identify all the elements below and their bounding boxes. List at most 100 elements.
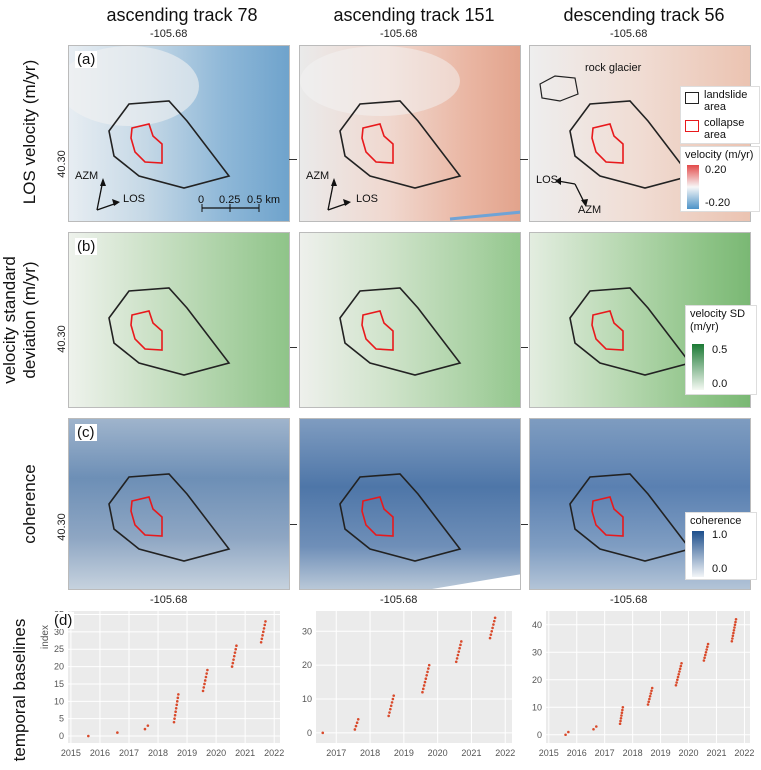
- y-tick-label: 20: [54, 662, 64, 672]
- scalebar-label-05: 0.5 km: [247, 194, 281, 206]
- acquisition-point: [731, 634, 735, 638]
- acquisition-point: [619, 719, 622, 723]
- acquisition-point: [424, 677, 428, 680]
- x-tick-label: 2015: [61, 748, 81, 758]
- acquisition-point: [595, 725, 598, 728]
- acquisition-point: [387, 714, 390, 718]
- landslide-outline: [569, 473, 692, 562]
- acquisition-point: [703, 653, 707, 657]
- coherence-legend-max: 1.0: [712, 529, 728, 541]
- acquisition-point: [488, 636, 492, 640]
- acquisition-point: [176, 696, 180, 700]
- lon-tick-bottom-2: -105.68: [380, 594, 418, 606]
- acquisition-point: [619, 716, 623, 720]
- landslide-legend-label: landslide area: [704, 89, 748, 113]
- acquisition-point: [456, 653, 460, 657]
- tick-mark: [520, 524, 528, 525]
- acquisition-point: [234, 647, 238, 651]
- acquisition-point: [733, 626, 736, 629]
- temporal-baseline-chart-1: 2015 2016 2017 2018 2019 2020 2021 2022 0 5 10 15 20…: [40, 609, 284, 758]
- x-tick-label: 2019: [177, 748, 197, 758]
- acquisition-point: [389, 707, 392, 711]
- acquisition-point: [730, 639, 734, 643]
- acquisition-point: [427, 663, 431, 667]
- acquisition-point: [706, 642, 710, 646]
- velocity-legend-min: -0.20: [705, 197, 731, 209]
- y-tick-label: 30: [54, 627, 64, 637]
- acquisition-point: [734, 620, 737, 624]
- panel-letter-b: (b): [75, 238, 98, 255]
- acquisition-point: [355, 721, 359, 724]
- y-axis-label: index: [40, 625, 51, 649]
- collapse-outline: [361, 310, 394, 351]
- temporal-baseline-chart-2: 2017 2018 2019 2020 2021 2022 0 10 20 30: [302, 611, 515, 758]
- acquisition-point: [389, 704, 393, 708]
- tick-mark: [520, 159, 528, 160]
- acquisition-point: [175, 700, 179, 703]
- landslide-outline: [339, 473, 462, 562]
- x-tick-label: 2016: [90, 748, 110, 758]
- acquisition-point: [321, 731, 325, 735]
- acquisition-point: [649, 692, 653, 695]
- acquisition-point: [356, 718, 360, 721]
- acquisition-point: [388, 711, 391, 714]
- acquisition-point: [680, 661, 683, 665]
- acquisition-point: [262, 630, 265, 634]
- acquisition-point: [733, 623, 737, 627]
- panel-c1-coherence: (c): [68, 418, 290, 590]
- acquisition-point: [353, 728, 357, 731]
- scalebar-label-0: 0: [198, 194, 205, 206]
- acquisition-point: [648, 694, 652, 698]
- acquisition-point: [143, 727, 147, 731]
- acquisition-point: [259, 640, 263, 644]
- acquisition-point: [392, 694, 396, 697]
- acquisition-point: [422, 684, 426, 687]
- y-tick-label: 30: [532, 647, 542, 657]
- x-tick-label: 2018: [623, 748, 643, 758]
- acquisition-point: [679, 664, 683, 668]
- acquisition-point: [203, 679, 207, 682]
- tick-mark: [520, 347, 528, 348]
- acquisition-point: [564, 733, 567, 737]
- velocity-sd-legend-min: 0.0: [712, 378, 728, 390]
- y-tick-label: 5: [59, 714, 64, 724]
- acquisition-point: [704, 650, 708, 654]
- collapse-swatch: [685, 120, 699, 132]
- acquisition-point: [204, 675, 208, 679]
- acquisition-point: [620, 711, 624, 715]
- acquisition-point: [706, 645, 709, 649]
- acquisition-point: [567, 730, 570, 734]
- acquisition-point: [177, 693, 180, 696]
- x-tick-label: 2019: [394, 748, 414, 758]
- azm-label: AZM: [578, 204, 602, 216]
- y-tick-label: 30: [302, 626, 312, 636]
- collapse-outline: [130, 123, 163, 164]
- y-tick-label: 20: [532, 675, 542, 685]
- acquisition-point: [491, 626, 494, 630]
- acquisition-point: [646, 703, 650, 706]
- x-tick-label: 2021: [706, 748, 726, 758]
- acquisition-point: [705, 648, 708, 651]
- x-tick-label: 2022: [734, 748, 754, 758]
- acquisition-point: [460, 640, 463, 643]
- acquisition-point: [116, 731, 119, 734]
- coherence-colorbar: [692, 531, 704, 577]
- acquisition-point: [232, 654, 236, 658]
- plot-background: [316, 611, 512, 743]
- acquisition-point: [457, 650, 461, 653]
- velocity-legend: velocity (m/yr) 0.20 -0.20: [680, 146, 760, 212]
- panel-letter-a: (a): [75, 51, 98, 68]
- azm-label: AZM: [75, 170, 99, 182]
- acquisition-point: [489, 633, 493, 636]
- acquisition-point: [264, 620, 267, 623]
- lon-tick-top-2: -105.68: [380, 28, 418, 40]
- acquisition-point: [674, 683, 678, 687]
- row-label-velocity-sd: velocity standard deviation (m/yr): [0, 256, 39, 384]
- acquisition-point: [173, 717, 176, 720]
- landslide-outline: [108, 100, 231, 189]
- acquisition-point: [232, 658, 235, 661]
- panel-a2-los-velocity: AZM LOS: [299, 45, 521, 222]
- acquisition-point: [172, 720, 176, 724]
- y-tick-label: 0: [537, 730, 542, 740]
- acquisition-point: [421, 690, 424, 694]
